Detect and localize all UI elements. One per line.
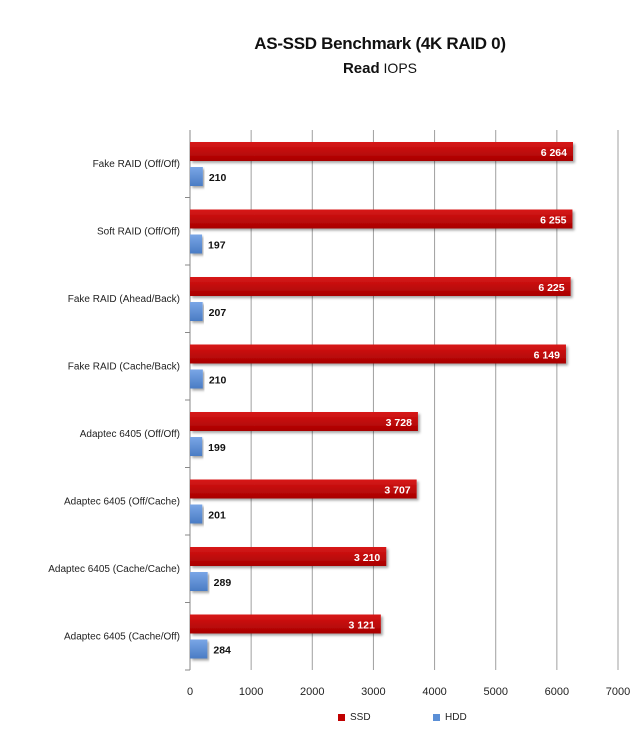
bar-hdd — [190, 639, 208, 659]
legend-label-hdd: HDD — [445, 712, 467, 723]
legend-item-ssd: SSD — [338, 712, 371, 723]
hdd-swatch — [433, 714, 440, 721]
bar-label-hdd: 210 — [209, 172, 227, 184]
category-label: Adaptec 6405 (Cache/Cache) — [48, 564, 180, 575]
bar-label-hdd: 197 — [208, 240, 226, 252]
bar-label-hdd: 201 — [208, 510, 226, 522]
bar-label-ssd: 3 707 — [384, 485, 410, 497]
bar-label-hdd: 199 — [208, 442, 226, 454]
x-tick-label: 7000 — [606, 686, 630, 698]
bar-label-hdd: 210 — [209, 375, 227, 387]
bar-ssd — [190, 547, 387, 566]
bar-chart: 0 1000 2000 3000 4000 5000 6000 7000 Fake RAID (… — [48, 130, 630, 698]
bar-label-ssd: 6 264 — [541, 147, 567, 159]
x-tick-label: 4000 — [422, 686, 446, 698]
bar-label-ssd: 6 255 — [540, 215, 566, 227]
category-label: Adaptec 6405 (Cache/Off) — [64, 632, 180, 643]
x-tick-label: 2000 — [300, 686, 324, 698]
bar-ssd — [190, 479, 417, 499]
bar-label-ssd: 3 121 — [349, 620, 375, 632]
bar-label-hdd: 289 — [214, 577, 232, 589]
category-label: Fake RAID (Ahead/Back) — [68, 294, 180, 305]
x-tick-label: 5000 — [483, 686, 507, 698]
bar-ssd — [190, 344, 566, 364]
bar-ssd — [190, 412, 418, 431]
bar-hdd — [190, 234, 203, 254]
bar-hdd — [190, 167, 203, 186]
bar-hdd — [190, 437, 203, 456]
bar-hdd — [190, 369, 203, 389]
category-label: Fake RAID (Cache/Back) — [68, 362, 180, 373]
x-tick-label: 0 — [187, 686, 193, 698]
bar-ssd — [190, 277, 571, 296]
legend-label-ssd: SSD — [350, 712, 371, 723]
bar-hdd — [190, 302, 203, 321]
bar-label-ssd: 3 728 — [386, 417, 412, 429]
category-label: Soft RAID (Off/Off) — [97, 227, 180, 238]
chart-subtitle: Read IOPS — [0, 60, 640, 77]
category-label: Adaptec 6405 (Off/Cache) — [64, 497, 180, 508]
bar-ssd — [190, 614, 381, 634]
bar-label-hdd: 284 — [213, 645, 231, 657]
ssd-swatch — [338, 714, 345, 721]
bar-hdd — [190, 572, 208, 591]
bar-label-hdd: 207 — [209, 307, 227, 319]
chart-title: AS-SSD Benchmark (4K RAID 0) — [254, 34, 506, 53]
bar-label-ssd: 3 210 — [354, 552, 380, 564]
subtitle-read: Read — [342, 60, 380, 77]
x-tick-label: 3000 — [361, 686, 385, 698]
bar-label-ssd: 6 225 — [538, 282, 564, 294]
category-label: Adaptec 6405 (Off/Off) — [80, 429, 180, 440]
bar-ssd — [190, 209, 573, 229]
subtitle-unit: IOPS — [383, 60, 418, 76]
legend-item-hdd: HDD — [433, 712, 467, 723]
bar-ssd — [190, 142, 573, 161]
x-tick-label: 1000 — [239, 686, 263, 698]
bar-hdd — [190, 504, 203, 524]
category-label: Fake RAID (Off/Off) — [93, 159, 180, 170]
x-tick-label: 6000 — [545, 686, 569, 698]
bar-label-ssd: 6 149 — [534, 350, 560, 362]
